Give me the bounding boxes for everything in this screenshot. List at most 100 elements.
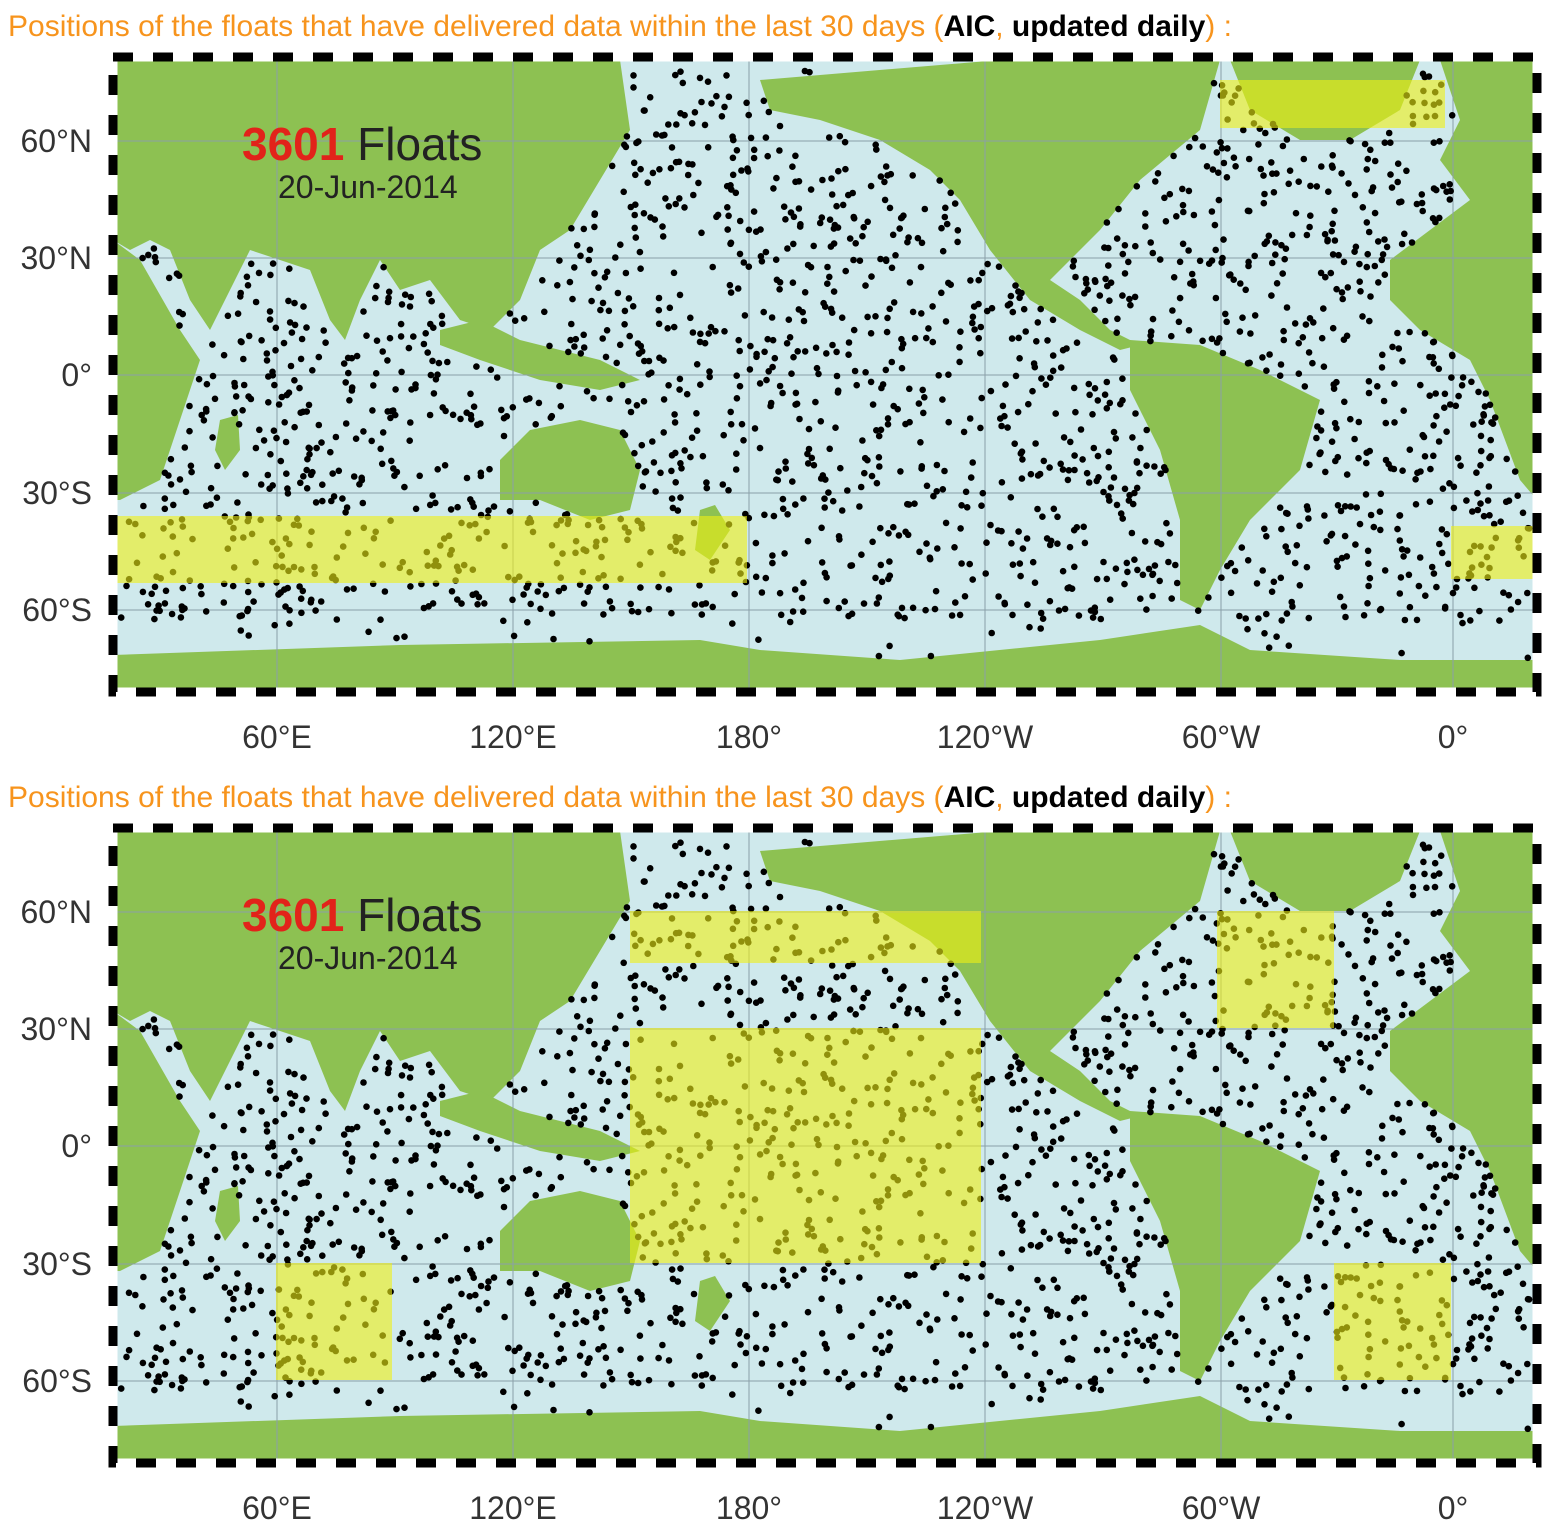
float-dot [1170, 923, 1177, 931]
float-dot [1406, 1217, 1414, 1224]
float-dot [416, 1243, 424, 1251]
float-dot [303, 324, 310, 331]
float-dot [1173, 213, 1180, 220]
float-dot [139, 588, 147, 596]
float-dot [1156, 1027, 1164, 1034]
float-dot [372, 1141, 380, 1148]
float-dot [818, 559, 826, 566]
float-dot [189, 1306, 196, 1314]
float-dot [1446, 196, 1454, 203]
float-dot [1409, 891, 1417, 899]
float-dot [1388, 955, 1396, 962]
float-dot [678, 465, 685, 472]
float-dot [161, 505, 169, 513]
float-dot [584, 1292, 592, 1300]
float-dot [1379, 251, 1387, 258]
float-dot [151, 615, 158, 623]
float-dot [1338, 1060, 1346, 1067]
float-dot [691, 601, 699, 608]
float-dot [1435, 438, 1443, 445]
float-dot [1475, 1159, 1482, 1167]
float-dot [1106, 399, 1114, 407]
float-dot [757, 997, 764, 1004]
float-dot [1362, 491, 1370, 498]
float-dot [1001, 1371, 1009, 1379]
float-dot [799, 608, 807, 615]
float-dot [591, 269, 598, 277]
float-dot [500, 1388, 507, 1396]
float-dot [1457, 1233, 1464, 1240]
float-dot [756, 444, 764, 452]
float-dot [167, 481, 175, 488]
float-dot [267, 271, 274, 279]
float-dot [1405, 571, 1413, 579]
float-dot [679, 79, 687, 87]
float-dot [731, 590, 738, 598]
float-dot [435, 359, 443, 367]
float-dot [1054, 1311, 1061, 1318]
float-dot [1320, 1134, 1328, 1141]
float-dot [696, 582, 703, 589]
float-dot [534, 588, 541, 595]
float-dot [645, 1376, 653, 1384]
float-dot [790, 213, 798, 221]
float-dot [1050, 1276, 1058, 1284]
float-dot [1316, 1221, 1323, 1229]
float-dot [1433, 412, 1440, 420]
float-dot [1468, 378, 1475, 386]
float-dot [877, 524, 884, 532]
float-dot [1443, 1199, 1450, 1206]
float-dot [1236, 328, 1244, 335]
float-dot [1302, 321, 1310, 328]
float-dot [1222, 1081, 1229, 1089]
float-dot [667, 164, 675, 172]
float-dot [1396, 537, 1404, 544]
float-dot [303, 485, 311, 492]
float-dot [248, 1301, 256, 1309]
float-dot [1224, 145, 1231, 152]
float-dot [1463, 1268, 1470, 1275]
float-dot [1002, 381, 1009, 388]
float-dot [951, 544, 958, 551]
float-dot [1406, 446, 1414, 454]
float-dot [1525, 1296, 1533, 1303]
float-dot [1173, 984, 1180, 991]
float-dot [943, 220, 951, 228]
float-dot [1014, 408, 1022, 416]
float-dot [407, 1354, 414, 1361]
float-dot [1277, 361, 1285, 368]
float-dot [1256, 896, 1264, 903]
float-dot [140, 502, 147, 510]
float-dot [1477, 1218, 1485, 1226]
float-dot [132, 1291, 139, 1299]
float-dot [690, 191, 697, 199]
float-dot [1239, 1085, 1246, 1092]
float-dot [800, 1350, 807, 1358]
float-dot [921, 976, 929, 984]
float-dot [640, 210, 648, 217]
float-dot [727, 1010, 735, 1018]
float-dot [406, 1208, 414, 1215]
float-dot [869, 538, 876, 546]
float-dot [1457, 611, 1464, 619]
float-dot [265, 399, 272, 406]
float-dot [156, 1378, 163, 1386]
float-dot [1091, 306, 1098, 314]
float-dot [789, 279, 797, 287]
float-dot [659, 233, 667, 240]
float-dot [398, 368, 405, 376]
float-dot [1505, 1268, 1513, 1275]
float-dot [591, 994, 598, 1002]
float-dot [1432, 390, 1439, 397]
float-dot [442, 1178, 449, 1186]
float-dot [1082, 1046, 1090, 1054]
float-dot [170, 1272, 177, 1280]
float-dot [841, 1369, 848, 1376]
float-dot [688, 891, 696, 898]
float-dot [1429, 354, 1437, 361]
float-dot [381, 588, 389, 595]
lat-label: 60°S [22, 1363, 92, 1399]
float-dot [1306, 461, 1313, 469]
float-dot [637, 165, 644, 173]
float-dot [393, 634, 400, 642]
